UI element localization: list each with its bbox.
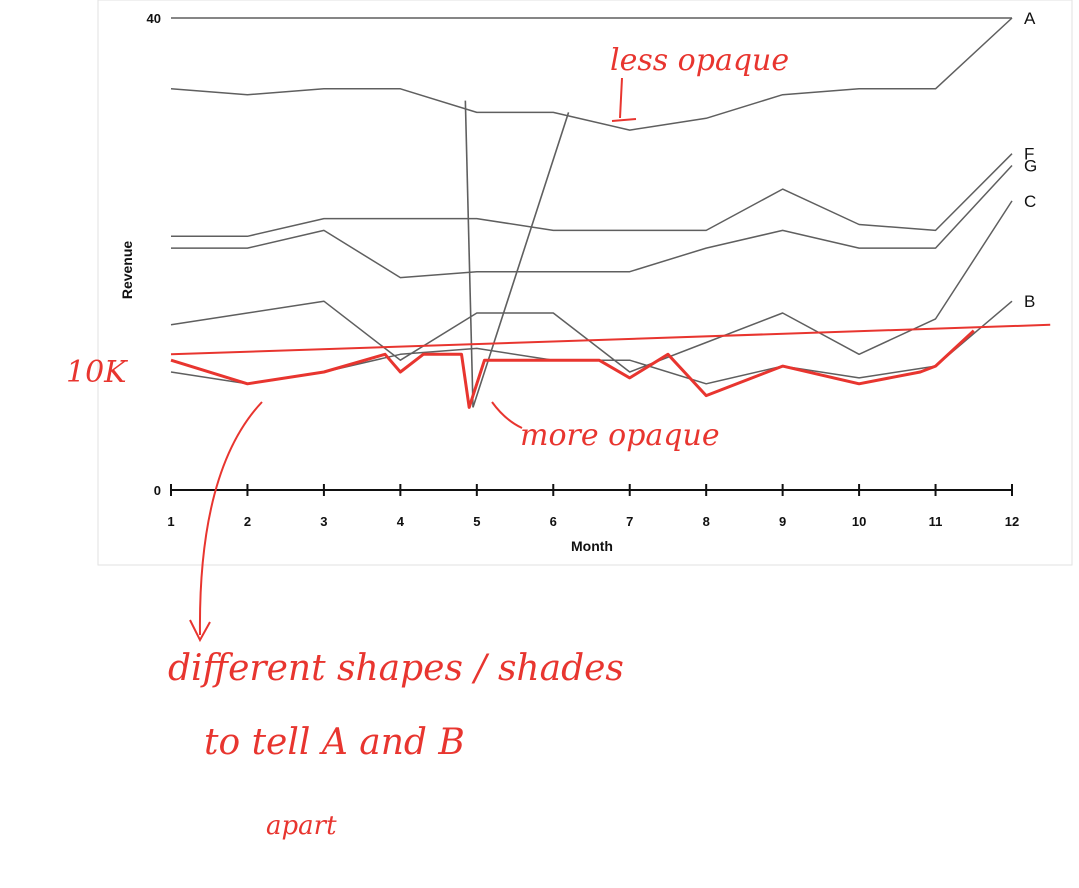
x-tick-label: 6 — [550, 514, 557, 529]
series-line-g — [171, 164, 1013, 279]
x-tick-label: 4 — [397, 514, 405, 529]
note-less-opaque: less opaque — [610, 43, 789, 78]
plot-background — [97, 0, 1073, 566]
note-different-shapes: different shapes / shades — [168, 648, 624, 689]
series-label-c: C — [1024, 192, 1036, 211]
series-labels: A FGC B — [1024, 9, 1037, 311]
axes: 1 2 3 4 5 6 7 8 9 10 11 12 040 Month Revenue — [119, 11, 1019, 554]
y-axis-title: Revenue — [119, 241, 135, 300]
x-tick-label: 9 — [779, 514, 786, 529]
note-more-opaque: more opaque — [520, 418, 720, 453]
series-line-unnamed — [170, 17, 1013, 131]
series-label-f: F — [1024, 145, 1034, 164]
x-tick-label: 1 — [167, 514, 174, 529]
x-tick-label: 2 — [244, 514, 251, 529]
x-ticks: 1 2 3 4 5 6 7 8 9 10 11 12 — [167, 484, 1019, 529]
x-tick-label: 10 — [852, 514, 866, 529]
note-more-opaque-arrow — [491, 401, 523, 429]
note-tell-a-and-b: to tell A and B — [204, 722, 465, 763]
note-less-opaque-arrow — [611, 77, 637, 122]
series-label-a: A — [1024, 9, 1036, 28]
extra-lines — [464, 100, 570, 408]
x-axis-title: Month — [571, 538, 613, 554]
x-tick-label: 5 — [473, 514, 480, 529]
note-10k: 10K — [66, 355, 128, 390]
series-label-b: B — [1024, 292, 1035, 311]
series-line-f — [171, 153, 1013, 238]
spike-line-2 — [472, 112, 570, 408]
series-line-c — [170, 200, 1013, 373]
handwritten-annotations: less opaque more opaque 10K different sh… — [66, 43, 1051, 841]
note-apart: apart — [266, 811, 337, 841]
y-tick-label: 40 — [147, 11, 161, 26]
x-tick-label: 3 — [320, 514, 327, 529]
x-tick-label: 8 — [703, 514, 710, 529]
red-trend-line — [170, 323, 1051, 356]
y-tick-label: 0 — [154, 483, 161, 498]
x-tick-label: 11 — [929, 514, 943, 529]
x-tick-label: 7 — [626, 514, 633, 529]
spike-line-1 — [464, 100, 474, 408]
note-shapes-arrow — [189, 401, 263, 643]
series-label-g: G — [1024, 157, 1037, 176]
x-tick-label: 12 — [1005, 514, 1019, 529]
red-series-line — [170, 329, 975, 409]
y-tick-labels: 0 40 — [147, 11, 161, 498]
